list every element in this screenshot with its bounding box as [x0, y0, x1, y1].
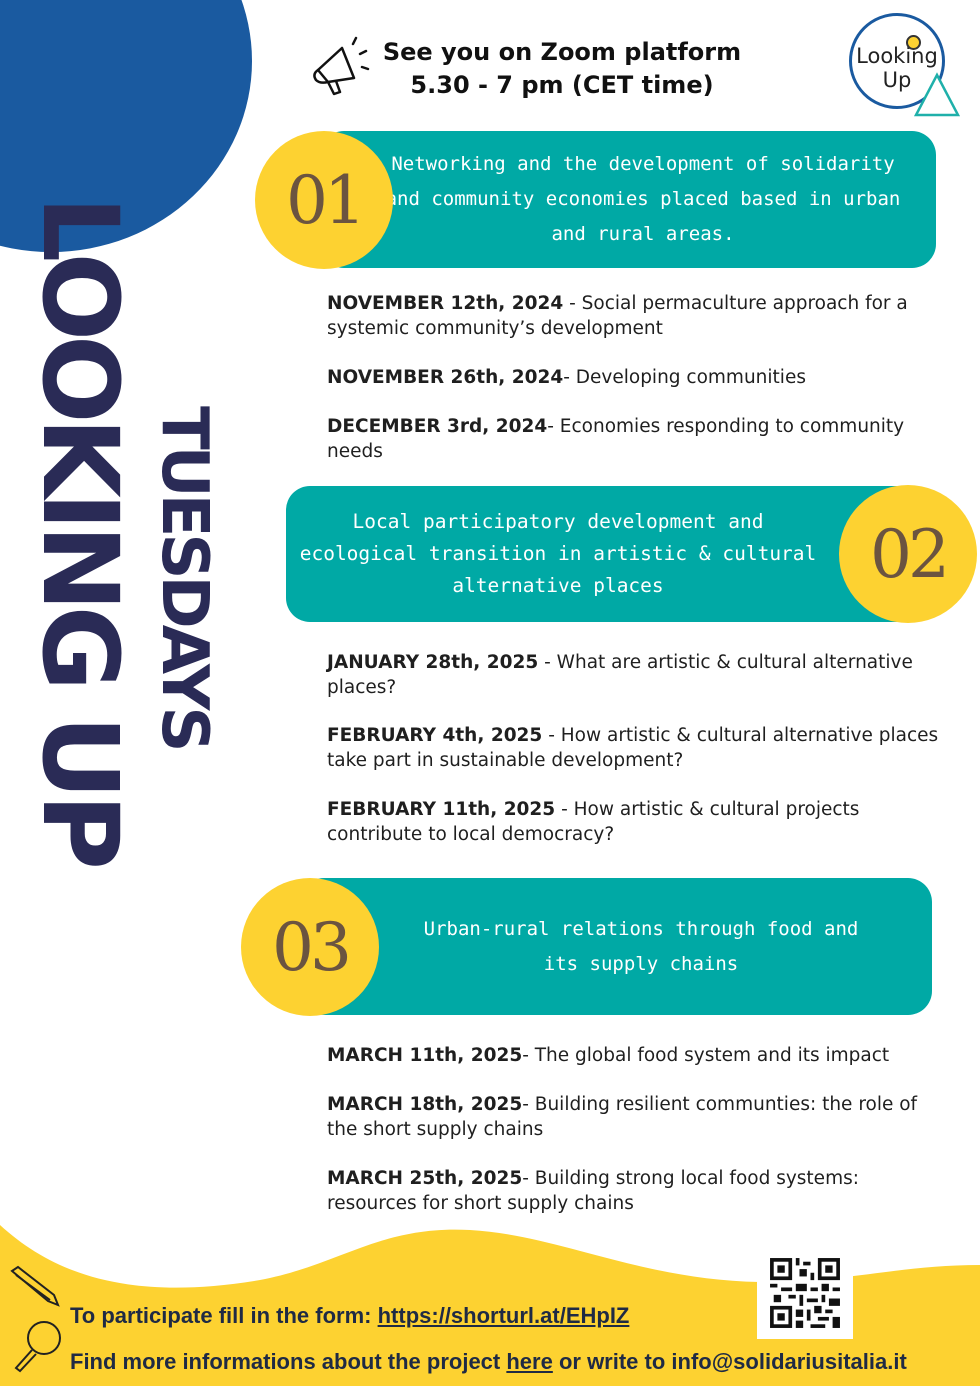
zoom-info: See you on Zoom platform 5.30 - 7 pm (CE… — [380, 36, 744, 102]
footer-wave — [0, 1225, 980, 1386]
zoom-line-2: 5.30 - 7 pm (CET time) — [410, 71, 714, 99]
section-2-banner: Local participatory development and ecol… — [286, 486, 926, 622]
section-2-number: 02 — [839, 485, 977, 623]
vertical-title: LOOKING UP — [19, 196, 141, 864]
qr-code-icon — [770, 1258, 840, 1328]
event-item: MARCH 11th, 2025- The global food system… — [327, 1045, 890, 1066]
form-line: To participate fill in the form: https:/… — [70, 1303, 630, 1328]
section-1-number: 01 — [255, 131, 393, 269]
event-item: MARCH 25th, 2025- Building strong local … — [327, 1168, 859, 1214]
event-item: JANUARY 28th, 2025 - What are artistic &… — [327, 652, 913, 698]
magnifier-icon — [14, 1321, 61, 1373]
more-info-line: Find more informations about the project… — [70, 1349, 907, 1374]
event-item: FEBRUARY 4th, 2025 - How artistic & cult… — [327, 725, 939, 771]
section-3-number: 03 — [241, 878, 379, 1016]
qr-code[interactable] — [757, 1247, 853, 1339]
section-1-banner: Networking and the development of solida… — [320, 131, 936, 268]
logo-triangle-icon — [914, 72, 960, 117]
event-item: NOVEMBER 12th, 2024 - Social permacultur… — [327, 293, 908, 339]
event-item: FEBRUARY 11th, 2025 - How artistic & cul… — [327, 799, 860, 845]
logo-text-2: Up — [882, 68, 912, 92]
pencil-icon — [10, 1265, 60, 1307]
vertical-subtitle: TUESDAYS — [147, 406, 221, 749]
section-3-banner: Urban-rural relations through food and i… — [300, 878, 932, 1015]
megaphone-icon — [313, 36, 370, 96]
form-link[interactable]: https://shorturl.at/EHpIZ — [377, 1303, 630, 1328]
here-link[interactable]: here — [506, 1349, 553, 1374]
event-item: MARCH 18th, 2025- Building resilient com… — [327, 1094, 918, 1140]
logo-text-1: Looking — [856, 44, 938, 68]
logo-dot — [906, 35, 921, 50]
zoom-line-1: See you on Zoom platform — [382, 38, 742, 66]
event-item: DECEMBER 3rd, 2024- Economies responding… — [327, 416, 905, 462]
event-item: NOVEMBER 26th, 2024- Developing communit… — [327, 367, 806, 388]
looking-up-logo: Looking Up — [849, 13, 945, 109]
